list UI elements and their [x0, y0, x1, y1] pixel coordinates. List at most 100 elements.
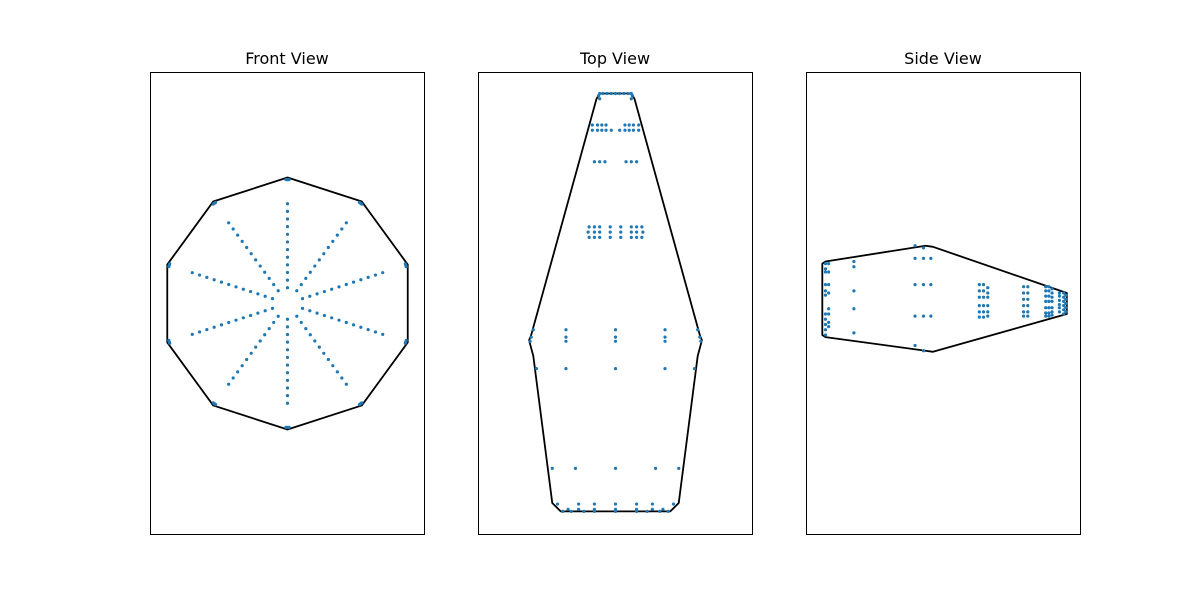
- front-view-point: [227, 282, 231, 287]
- top-view-point: [663, 328, 667, 332]
- side-view-point: [977, 304, 981, 308]
- front-view-point: [285, 286, 290, 290]
- side-view-point: [823, 312, 828, 316]
- front-view-point: [330, 316, 334, 320]
- side-view-point: [1044, 306, 1048, 310]
- side-view-point: [1050, 313, 1054, 317]
- front-view-point: [227, 221, 231, 225]
- front-view-point: [285, 325, 290, 329]
- front-view-point: [272, 320, 276, 325]
- front-view-point: [366, 275, 370, 279]
- side-view-point: [823, 289, 828, 293]
- front-view-point: [285, 255, 290, 259]
- side-view-point: [823, 267, 828, 271]
- side-view-point: [823, 262, 828, 266]
- side-view-point: [1044, 314, 1048, 318]
- side-view-point: [823, 328, 828, 332]
- side-view-point: [921, 246, 926, 250]
- front-view-point: [344, 221, 348, 225]
- top-view-point: [595, 123, 600, 127]
- top-view-point: [592, 230, 597, 234]
- front-view-point: [263, 270, 267, 274]
- top-view-point: [613, 335, 618, 339]
- side-view-point: [827, 270, 831, 274]
- front-view-point: [285, 278, 290, 282]
- top-view-point: [699, 339, 703, 343]
- side-view-point: [1064, 301, 1068, 306]
- top-view-point: [613, 91, 618, 96]
- top-view-point: [653, 466, 658, 470]
- front-view-axes-frame: [150, 72, 425, 535]
- side-view-point: [913, 256, 917, 260]
- front-view-point: [249, 351, 253, 355]
- top-view-point: [613, 502, 618, 506]
- front-view-point: [295, 289, 299, 293]
- side-view-point: [1021, 285, 1026, 289]
- front-view-point: [330, 287, 334, 291]
- top-view-point: [650, 502, 654, 506]
- side-view-point: [981, 295, 986, 299]
- side-view-point: [1047, 285, 1051, 289]
- top-view-point: [577, 507, 581, 511]
- side-view-point: [977, 283, 981, 287]
- front-view-point: [326, 245, 330, 250]
- side-view-point: [1047, 314, 1051, 318]
- top-view-point: [528, 339, 532, 343]
- front-view-point: [317, 345, 321, 349]
- side-view-point: [1062, 299, 1066, 303]
- top-view-point: [598, 230, 602, 234]
- top-view-point: [592, 235, 597, 239]
- front-view-point: [344, 282, 348, 287]
- front-view-point: [258, 264, 262, 268]
- top-view-point: [663, 339, 667, 343]
- front-view-point: [240, 239, 244, 243]
- front-view-point: [337, 285, 341, 289]
- side-view-point: [1050, 295, 1054, 299]
- top-view-point: [608, 235, 612, 239]
- side-view-point: [1021, 304, 1026, 308]
- front-view-point: [317, 258, 321, 262]
- front-view-plot: [166, 176, 409, 431]
- front-view-point: [287, 425, 291, 429]
- top-view-point: [623, 123, 627, 127]
- side-view-point: [1064, 293, 1068, 297]
- top-view-plot: [528, 91, 703, 513]
- top-view-point: [624, 160, 628, 164]
- top-view-point: [634, 230, 639, 234]
- front-view-point: [344, 320, 348, 325]
- side-view-point: [977, 315, 981, 319]
- front-view-point: [366, 328, 370, 332]
- top-view-point: [637, 123, 641, 127]
- top-view-point: [634, 509, 639, 513]
- side-view-point: [981, 283, 986, 287]
- side-view-point: [1062, 295, 1066, 299]
- front-view-point: [234, 318, 238, 322]
- side-view-point: [852, 259, 856, 264]
- front-view-point: [373, 330, 378, 334]
- top-view-point: [604, 128, 608, 132]
- side-view-point: [1044, 294, 1048, 298]
- side-view-point: [1064, 297, 1068, 301]
- side-view-point: [1057, 291, 1062, 295]
- side-view-point: [823, 322, 828, 327]
- top-view-point: [634, 225, 639, 229]
- front-view-point: [304, 327, 308, 331]
- top-view-point: [529, 335, 533, 339]
- front-view-point: [258, 339, 262, 343]
- top-view-point: [613, 367, 618, 371]
- top-view-point: [692, 367, 697, 371]
- front-view-point: [335, 233, 339, 237]
- front-view-point: [359, 325, 363, 329]
- top-view-point: [671, 502, 676, 506]
- front-view-point: [351, 280, 356, 284]
- side-view-point: [823, 283, 828, 287]
- front-view-point: [308, 294, 312, 298]
- top-view-point: [629, 225, 633, 229]
- top-view-point: [590, 128, 594, 132]
- top-view-point: [640, 225, 644, 229]
- front-view-point: [299, 320, 303, 325]
- front-view-point: [245, 245, 249, 250]
- front-view-point: [284, 178, 288, 182]
- side-view-point: [913, 314, 917, 318]
- top-view-point: [622, 91, 626, 96]
